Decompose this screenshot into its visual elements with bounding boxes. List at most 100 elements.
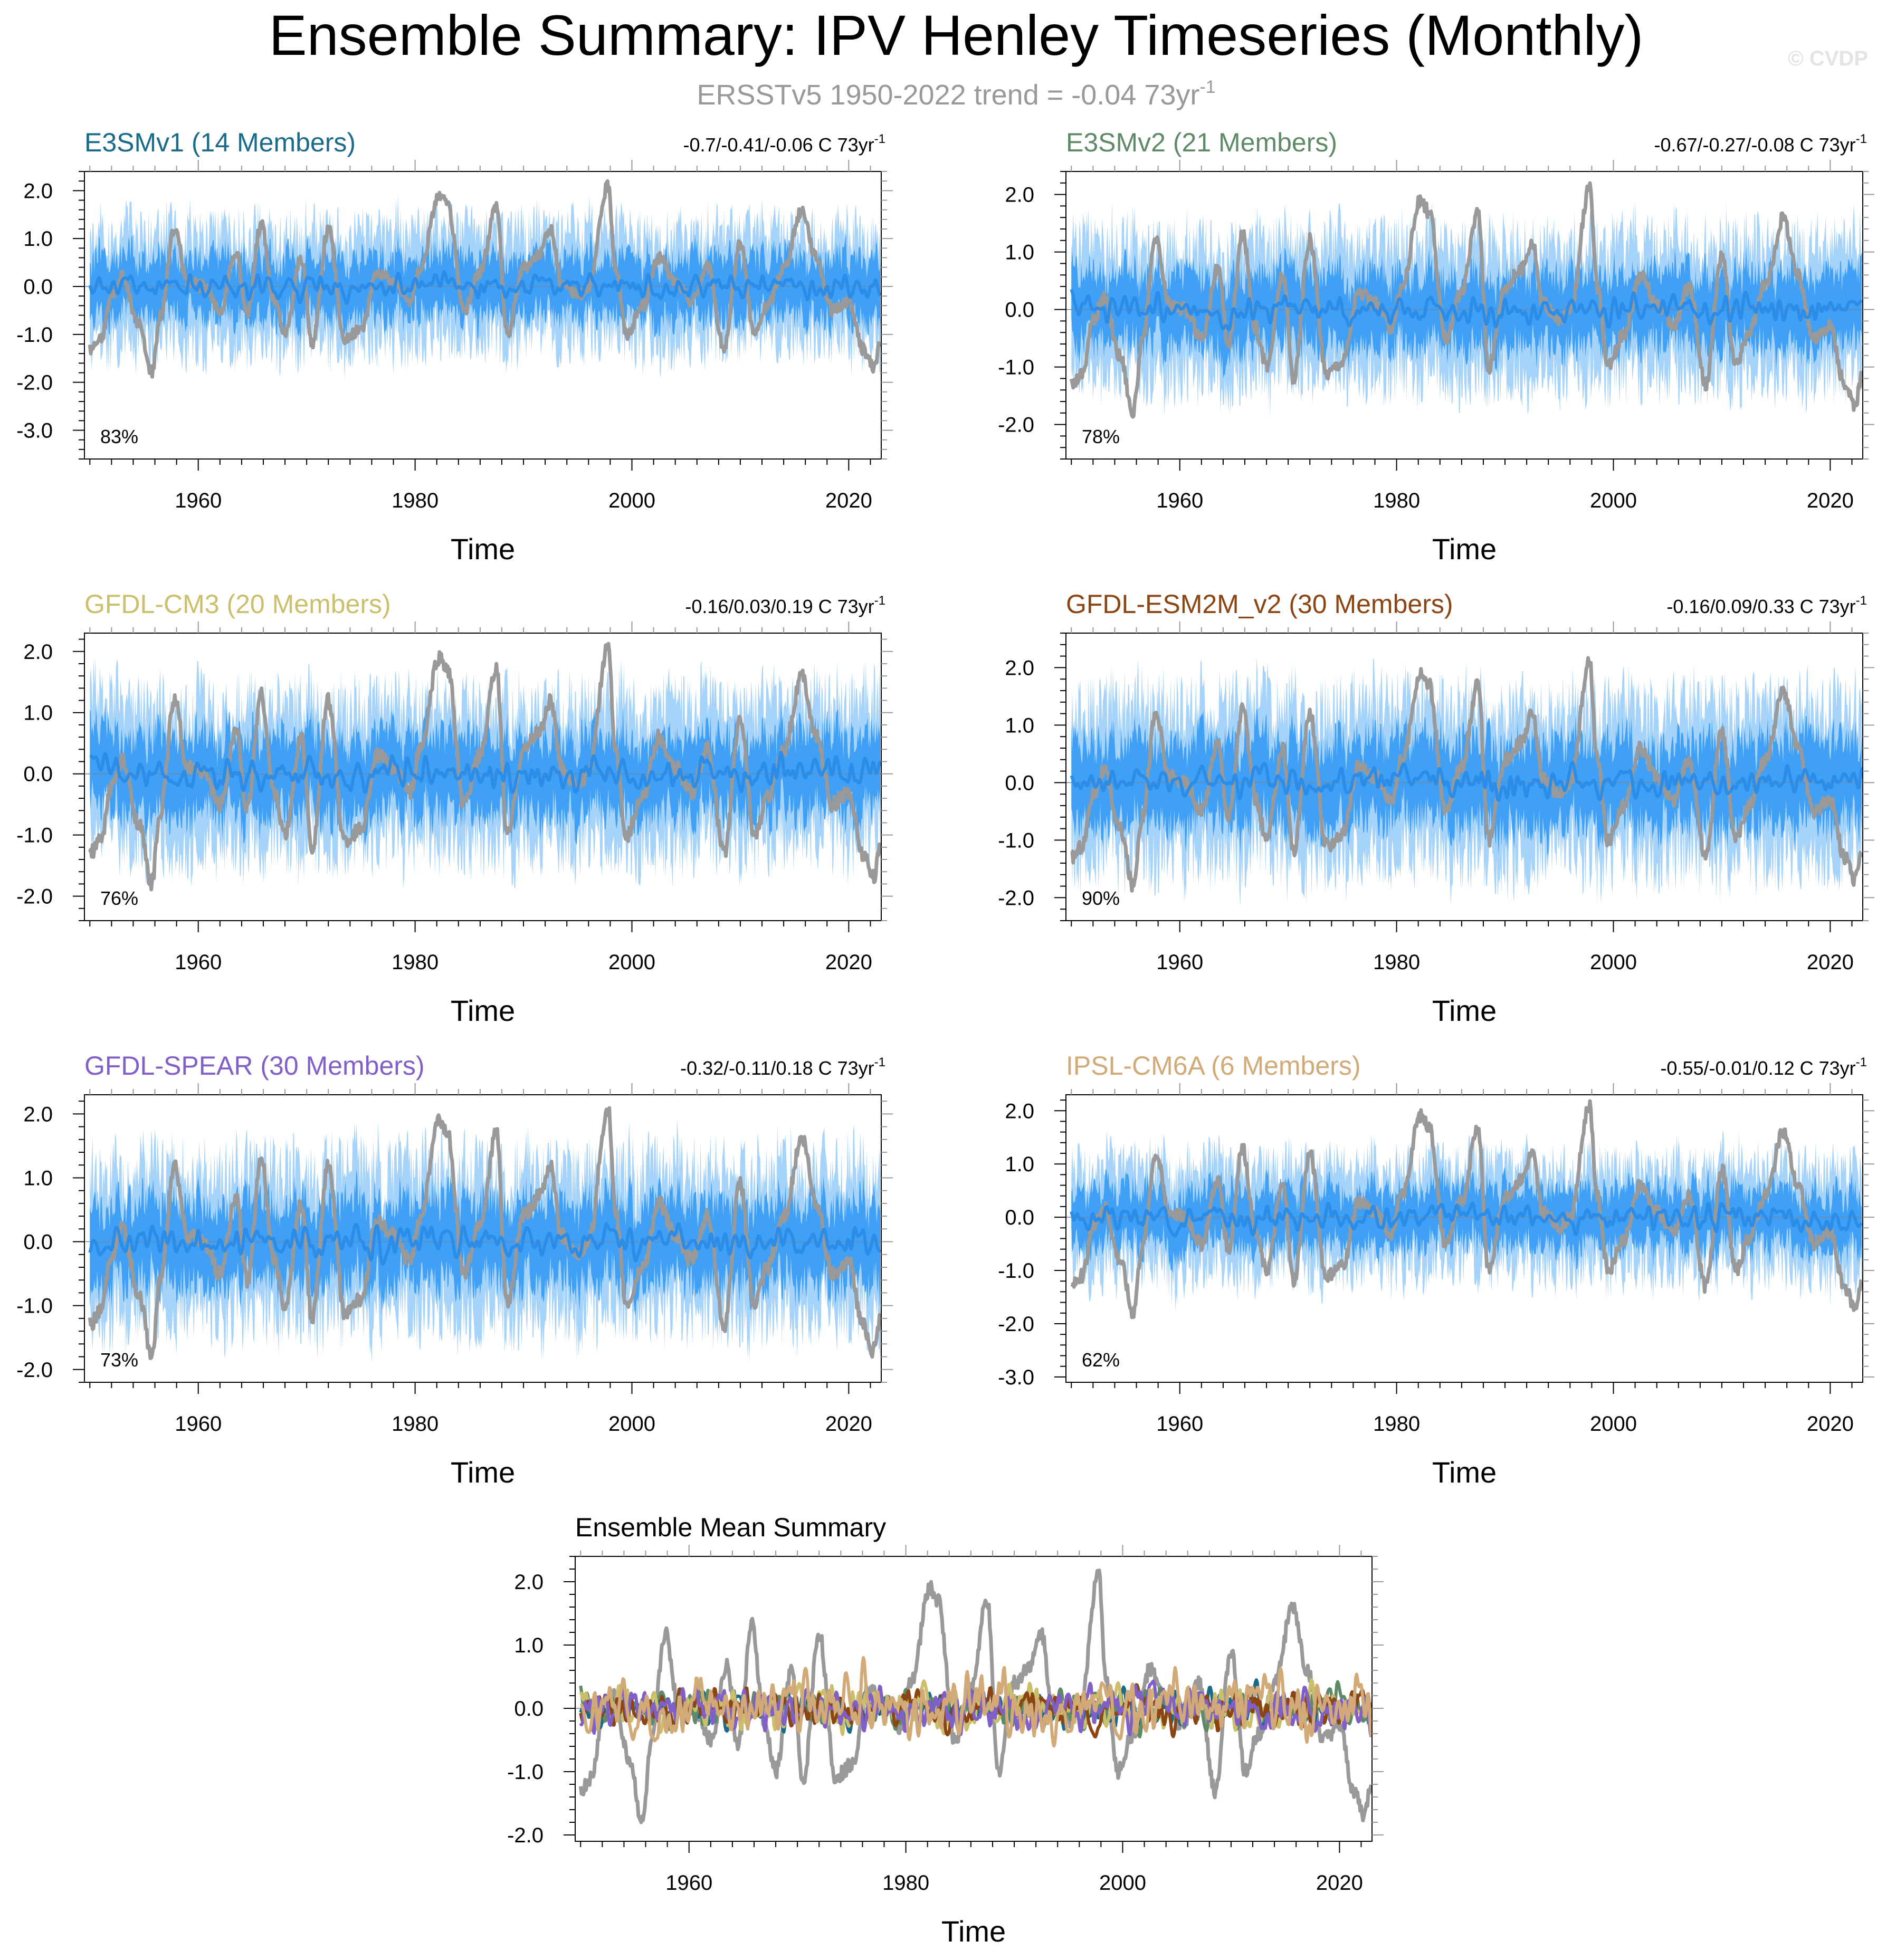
plot-area-e3smv2 [1066,181,1863,419]
x-axis-label-gfdl-cm3: Time [451,994,515,1027]
observed-line-e3smv2 [1069,181,1863,419]
panel-title-gfdl-cm3: GFDL-CM3 (20 Members) [84,589,391,619]
plot-area-ensemble-mean [575,1568,1372,1824]
x-tick-label-1960: 1960 [665,1871,712,1895]
x-tick-label-2020: 2020 [1807,1412,1854,1436]
panel-gfdl-spear: GFDL-SPEAR (30 Members) -0.32/-0.11/0.18 … [16,1051,893,1489]
y-tick-label-gfdl-spear: 2.0 [23,1103,53,1126]
plot-area-gfdl-spear [84,1106,881,1363]
x-tick-label-2000: 2000 [1590,951,1637,974]
percent-label-gfdl-cm3: 76% [100,887,138,909]
x-tick-label-2020: 2020 [1316,1871,1363,1895]
x-tick-label-1960: 1960 [1156,951,1203,974]
y-tick-label-ipsl-cm6a: 1.0 [1005,1153,1034,1176]
y-tick-label-gfdl-esm2m-v2: -2.0 [998,886,1034,910]
y-tick-label-gfdl-cm3: -2.0 [16,885,53,909]
x-tick-label-1960: 1960 [1156,489,1203,512]
y-tick-label-ensemble-mean: -2.0 [507,1824,544,1847]
plot-frame-gfdl-spear [84,1094,882,1383]
ensemble-spread-inner-gfdl-spear [90,1168,881,1316]
x-axis-label-e3smv2: Time [1432,532,1497,566]
plot-frame-gfdl-esm2m-v2 [1065,633,1863,921]
y-tick-label-e3smv1: 2.0 [23,179,53,203]
plot-area-gfdl-esm2m-v2 [1066,656,1863,907]
ensemble-mean-line-gfdl-esm2m-v2 [1070,761,1863,802]
ensemble-mean-line-gfdl-cm3 [89,751,881,794]
trend-label-sup: -1 [874,1055,885,1069]
x-tick-label-1980: 1980 [392,489,439,512]
x-tick-label-1980: 1980 [1373,1412,1420,1436]
panel-gfdl-esm2m-v2: GFDL-ESM2M_v2 (30 Members) -0.16/0.09/0.3… [998,589,1874,1027]
ensemble-mean-line-e3smv1 [88,270,881,305]
figure-subtitle-text: ERSSTv5 1950-2022 trend = -0.04 73yr [697,79,1199,111]
y-tick-label-gfdl-spear: -2.0 [16,1359,53,1382]
x-tick-label-2020: 2020 [1807,489,1854,512]
panels-layer: E3SMv1 (14 Members) -0.7/-0.41/-0.06 C 73… [16,128,1874,1948]
x-axis-label-gfdl-esm2m-v2: Time [1432,994,1497,1027]
y-tick-label-ensemble-mean: 1.0 [514,1634,544,1657]
y-tick-label-ensemble-mean: -1.0 [507,1761,544,1784]
y-tick-label-gfdl-cm3: 0.0 [23,763,53,786]
y-tick-label-e3smv2: 0.0 [1005,299,1034,322]
trend-label-sup: -1 [1856,594,1867,608]
y-tick-label-ipsl-cm6a: 2.0 [1005,1099,1034,1123]
y-tick-label-gfdl-esm2m-v2: 2.0 [1005,656,1034,680]
x-tick-label-2000: 2000 [608,489,655,512]
panel-gfdl-cm3: GFDL-CM3 (20 Members) -0.16/0.03/0.19 C 7… [16,589,893,1027]
percent-label-gfdl-esm2m-v2: 90% [1082,887,1120,909]
y-tick-label-ipsl-cm6a: 0.0 [1005,1206,1034,1229]
percent-label-ipsl-cm6a: 62% [1082,1349,1120,1371]
ensemble-spread-inner-gfdl-cm3 [90,699,881,846]
trend-label-text: -0.67/-0.27/-0.08 C 73yr [1654,134,1855,156]
figure-subtitle: ERSSTv5 1950-2022 trend = -0.04 73yr-1 [697,77,1215,111]
percent-label-e3smv2: 78% [1082,426,1120,447]
ensemble-spread-inner-e3smv2 [1071,246,1862,379]
trend-label-text: -0.16/0.09/0.33 C 73yr [1666,596,1855,617]
y-tick-label-gfdl-cm3: -1.0 [16,824,53,847]
x-tick-label-1980: 1980 [392,1412,439,1436]
x-tick-label-2000: 2000 [1590,489,1637,512]
panel-title-gfdl-spear: GFDL-SPEAR (30 Members) [84,1051,425,1081]
trend-label-text: -0.7/-0.41/-0.06 C 73yr [683,134,874,156]
ensemble-mean-line-gfdl-spear [88,1222,881,1266]
x-axis-label-ensemble-mean: Time [941,1915,1006,1948]
trend-label-sup: -1 [874,594,885,608]
series-line-gfdl-spear [579,1679,1372,1737]
trend-label-gfdl-esm2m-v2: -0.16/0.09/0.33 C 73yr-1 [1666,594,1867,617]
x-tick-label-1960: 1960 [175,951,222,974]
y-tick-label-e3smv2: -2.0 [998,414,1034,437]
x-tick-label-2020: 2020 [1807,951,1854,974]
trend-label-ipsl-cm6a: -0.55/-0.01/0.12 C 73yr-1 [1660,1055,1867,1079]
x-tick-label-2000: 2000 [1590,1412,1637,1436]
y-tick-label-gfdl-spear: 1.0 [23,1167,53,1190]
x-tick-label-1960: 1960 [175,489,222,512]
x-tick-label-1980: 1980 [882,1871,929,1895]
trend-label-sup: -1 [1856,1055,1867,1069]
series-line-ipsl-cm6a [580,1656,1372,1748]
panel-e3smv2: E3SMv2 (21 Members) -0.67/-0.27/-0.08 C 7… [998,128,1874,566]
x-tick-label-1960: 1960 [1156,1412,1203,1436]
copyright-watermark: © CVDP [1788,47,1868,70]
panel-ipsl-cm6a: IPSL-CM6A (6 Members) -0.55/-0.01/0.12 C … [998,1051,1874,1489]
y-tick-label-ensemble-mean: 2.0 [514,1571,544,1594]
trend-label-gfdl-cm3: -0.16/0.03/0.19 C 73yr-1 [685,594,885,617]
ensemble-mean-line-e3smv2 [1070,289,1863,331]
plot-area-ipsl-cm6a [1066,1099,1863,1320]
trend-label-sup: -1 [874,132,885,146]
trend-label-text: -0.32/-0.11/0.18 C 73yr [680,1057,874,1079]
x-tick-label-2000: 2000 [608,1412,655,1436]
trend-label-text: -0.16/0.03/0.19 C 73yr [685,596,874,617]
x-axis-label-e3smv1: Time [451,532,515,566]
panel-ensemble-mean: Ensemble Mean Summary 1960 1980 2000 2020 2.0… [507,1513,1384,1948]
y-tick-label-e3smv1: -2.0 [16,371,53,395]
panel-title-ensemble-mean: Ensemble Mean Summary [575,1513,886,1542]
y-tick-label-gfdl-cm3: 2.0 [23,640,53,664]
figure-title: Ensemble Summary: IPV Henley Timeseries … [269,3,1644,67]
x-tick-label-1980: 1980 [1373,489,1420,512]
panel-title-e3smv1: E3SMv1 (14 Members) [84,128,356,157]
observed-line-gfdl-cm3 [88,642,881,892]
y-tick-label-gfdl-spear: -1.0 [16,1295,53,1318]
y-tick-label-ensemble-mean: 0.0 [514,1697,544,1720]
trend-label-e3smv1: -0.7/-0.41/-0.06 C 73yr-1 [683,132,885,156]
